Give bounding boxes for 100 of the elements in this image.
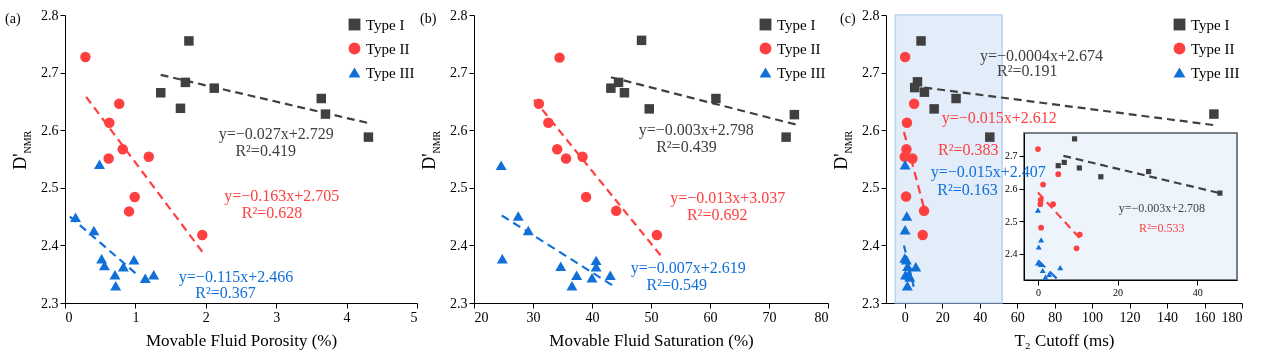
x-tick-label: 70 bbox=[762, 309, 777, 325]
point bbox=[1057, 264, 1064, 271]
x-tick-label: 60 bbox=[703, 309, 718, 325]
point bbox=[1055, 163, 1061, 169]
point bbox=[143, 151, 155, 162]
legend-label: Type II bbox=[1191, 40, 1235, 57]
point bbox=[363, 132, 374, 142]
point bbox=[103, 153, 114, 164]
x-tick-label: 80 bbox=[814, 309, 829, 325]
x-tick-label: 20 bbox=[1113, 286, 1124, 298]
x-tick-label: 3 bbox=[273, 309, 281, 325]
point bbox=[94, 159, 105, 169]
x-tick-label: 40 bbox=[585, 309, 600, 325]
point bbox=[985, 132, 995, 142]
point bbox=[1038, 224, 1044, 231]
y-tick-label: 2.6 bbox=[41, 122, 59, 138]
y-tick-label: 2.5 bbox=[41, 180, 59, 196]
point bbox=[316, 93, 326, 104]
point bbox=[128, 255, 140, 265]
y-tick-label: 2.6 bbox=[450, 122, 468, 138]
annotation: R²=0.628 bbox=[241, 204, 303, 222]
x-tick-label: 160 bbox=[1194, 309, 1216, 325]
annotation: y=−0.163x+2.705 bbox=[224, 187, 340, 206]
x-axis-title: Movable Fluid Saturation (%) bbox=[549, 330, 754, 350]
y-tick-label: 2.8 bbox=[862, 7, 880, 23]
point bbox=[901, 117, 913, 128]
point bbox=[909, 82, 920, 93]
x-axis-title: T₂ Cutoff (ms) bbox=[1014, 330, 1115, 350]
x-tick-label: 20 bbox=[474, 309, 489, 325]
annotation: y=−0.027x+2.729 bbox=[218, 125, 334, 144]
y-tick-label: 2.4 bbox=[1005, 248, 1018, 260]
x-tick-label: 0 bbox=[65, 309, 73, 325]
y-tick-label: 2.8 bbox=[41, 7, 59, 23]
annotation: R²=0.419 bbox=[235, 141, 296, 159]
chart-title: (a) bbox=[5, 11, 21, 27]
x-tick-label: 140 bbox=[1157, 309, 1179, 325]
x-tick-label: 40 bbox=[1192, 286, 1203, 298]
y-tick-label: 2.4 bbox=[41, 237, 59, 253]
x-axis-title: Movable Fluid Porosity (%) bbox=[145, 330, 338, 350]
point bbox=[80, 51, 91, 63]
point bbox=[1035, 244, 1042, 250]
point bbox=[1035, 146, 1041, 152]
point bbox=[899, 160, 911, 170]
x-tick-label: 0 bbox=[901, 309, 909, 325]
legend-label: Type II bbox=[366, 40, 410, 57]
annotation: y=−0.007x+2.619 bbox=[630, 259, 746, 278]
point bbox=[901, 280, 913, 291]
annotation: R²=0.439 bbox=[656, 137, 717, 155]
annotation: y=−0.003x+2.708 bbox=[1118, 201, 1205, 216]
y-tick-label: 2.4 bbox=[450, 237, 468, 253]
x-tick-label: 40 bbox=[973, 309, 988, 325]
x-tick-label: 60 bbox=[1010, 309, 1025, 325]
point bbox=[1076, 165, 1082, 171]
point bbox=[1040, 181, 1046, 188]
point bbox=[916, 36, 926, 46]
annotation: R²=0.163 bbox=[937, 181, 998, 199]
x-tick-label: 80 bbox=[1048, 309, 1063, 325]
y-tick-label: 2.6 bbox=[1005, 183, 1018, 195]
point bbox=[899, 225, 911, 235]
legend-label: Type III bbox=[366, 64, 415, 81]
point bbox=[908, 98, 920, 109]
annotation: y=−0.015x+2.612 bbox=[941, 109, 1057, 128]
point bbox=[900, 191, 912, 202]
annotation: R²=0.692 bbox=[686, 206, 748, 224]
annotation: R²=0.533 bbox=[1139, 220, 1185, 235]
y-tick-label: 2.5 bbox=[1005, 215, 1018, 227]
point bbox=[1037, 201, 1044, 208]
legend-label: Type I bbox=[366, 16, 405, 33]
point bbox=[156, 88, 166, 98]
point bbox=[184, 36, 194, 46]
x-tick-label: 180 bbox=[1221, 309, 1243, 325]
annotation: R²=0.367 bbox=[195, 284, 256, 302]
point bbox=[148, 270, 160, 280]
x-tick-label: 100 bbox=[1082, 309, 1104, 325]
y-tick-label: 2.8 bbox=[450, 7, 468, 23]
point bbox=[901, 211, 913, 221]
x-tick-label: 120 bbox=[1119, 309, 1141, 325]
chart-title: (c) bbox=[840, 11, 856, 27]
x-tick-label: 0 bbox=[1035, 286, 1041, 298]
y-tick-label: 2.4 bbox=[862, 237, 880, 253]
x-tick-label: 2 bbox=[202, 309, 210, 325]
point bbox=[129, 191, 140, 203]
point bbox=[197, 229, 208, 241]
legend-label: Type I bbox=[777, 16, 816, 33]
y-tick-label: 2.6 bbox=[862, 122, 880, 138]
point bbox=[113, 98, 125, 109]
annotation: y=−0.115x+2.466 bbox=[178, 267, 294, 286]
point bbox=[1098, 174, 1104, 180]
legend-label: Type II bbox=[777, 40, 821, 57]
y-tick-label: 2.7 bbox=[1005, 150, 1018, 162]
point bbox=[1034, 207, 1041, 213]
x-tick-label: 20 bbox=[935, 309, 950, 325]
point bbox=[1071, 136, 1078, 142]
point bbox=[910, 261, 922, 272]
annotation: R²=0.549 bbox=[646, 276, 708, 294]
annotation: y=−0.003x+2.798 bbox=[638, 121, 754, 140]
point bbox=[1146, 168, 1152, 175]
point bbox=[1055, 171, 1062, 178]
x-tick-label: 1 bbox=[132, 309, 140, 325]
point bbox=[1061, 159, 1067, 165]
